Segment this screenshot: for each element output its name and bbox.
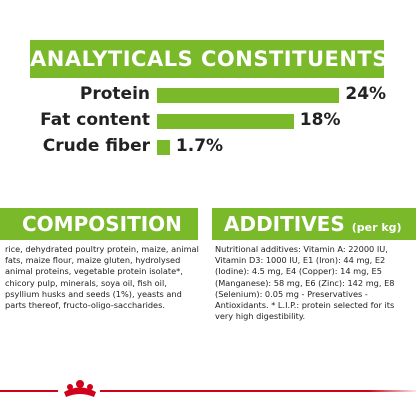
additives-unit: (per kg) <box>351 221 402 234</box>
bar <box>157 88 340 103</box>
additives-header: ADDITIVES (per kg) <box>212 208 416 240</box>
row-label: Crude fiber <box>42 136 150 156</box>
footer-logo <box>0 380 416 397</box>
bar <box>157 114 294 129</box>
footer-line-right <box>100 390 416 392</box>
analytics-header: ANALYTICALS CONSTITUENTS <box>30 40 387 78</box>
footer-line-left <box>0 390 58 392</box>
additives-text: Nutritional additives: Vitamin A: 22000 … <box>215 244 395 322</box>
composition-text: rice, dehydrated poultry protein, maize,… <box>5 244 199 311</box>
composition-header: COMPOSITION <box>0 208 198 240</box>
value-label: 24% <box>345 84 387 104</box>
row-label: Protein <box>79 84 150 104</box>
bar <box>157 140 170 155</box>
crown-icon <box>64 380 96 397</box>
additives-title: ADDITIVES <box>224 212 345 236</box>
value-label: 1.7% <box>175 136 224 156</box>
row-label: Fat content <box>40 110 150 130</box>
value-label: 18% <box>299 110 341 130</box>
